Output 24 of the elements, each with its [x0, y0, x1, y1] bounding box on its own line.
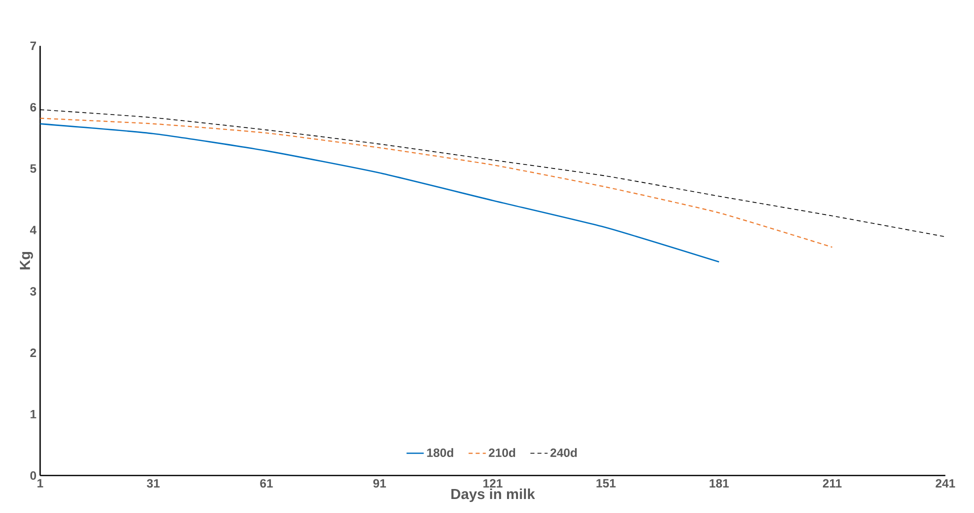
y-tick-label: 2 — [30, 348, 36, 358]
y-tick-label: 1 — [30, 410, 36, 418]
x-tick-label: 151 — [596, 479, 616, 488]
line-series — [40, 123, 720, 263]
x-tick-label: 61 — [260, 479, 273, 488]
y-tick-label: 4 — [30, 226, 36, 234]
y-tick-label: 0 — [30, 471, 36, 480]
y-tick-label: 6 — [30, 103, 36, 112]
legend-label: 210d — [488, 448, 516, 458]
x-tick-label: 31 — [146, 479, 160, 488]
x-tick-label: 181 — [710, 479, 729, 488]
x-tick-label: 121 — [483, 479, 502, 488]
x-tick-label: 211 — [822, 479, 842, 488]
y-tick-label: 7 — [30, 42, 36, 50]
legend-label: 240d — [550, 448, 577, 458]
y-tick-label: 3 — [30, 287, 36, 296]
x-tick-label: 1 — [38, 479, 44, 488]
x-axis-title: Days in milk — [451, 488, 536, 502]
line-series — [40, 118, 833, 248]
legend-label: 180d — [427, 448, 454, 458]
x-tick-label: 91 — [373, 479, 386, 488]
x-tick-label: 241 — [936, 479, 956, 488]
y-tick-label: 5 — [30, 164, 36, 173]
y-axis-title: Kg — [20, 252, 34, 270]
